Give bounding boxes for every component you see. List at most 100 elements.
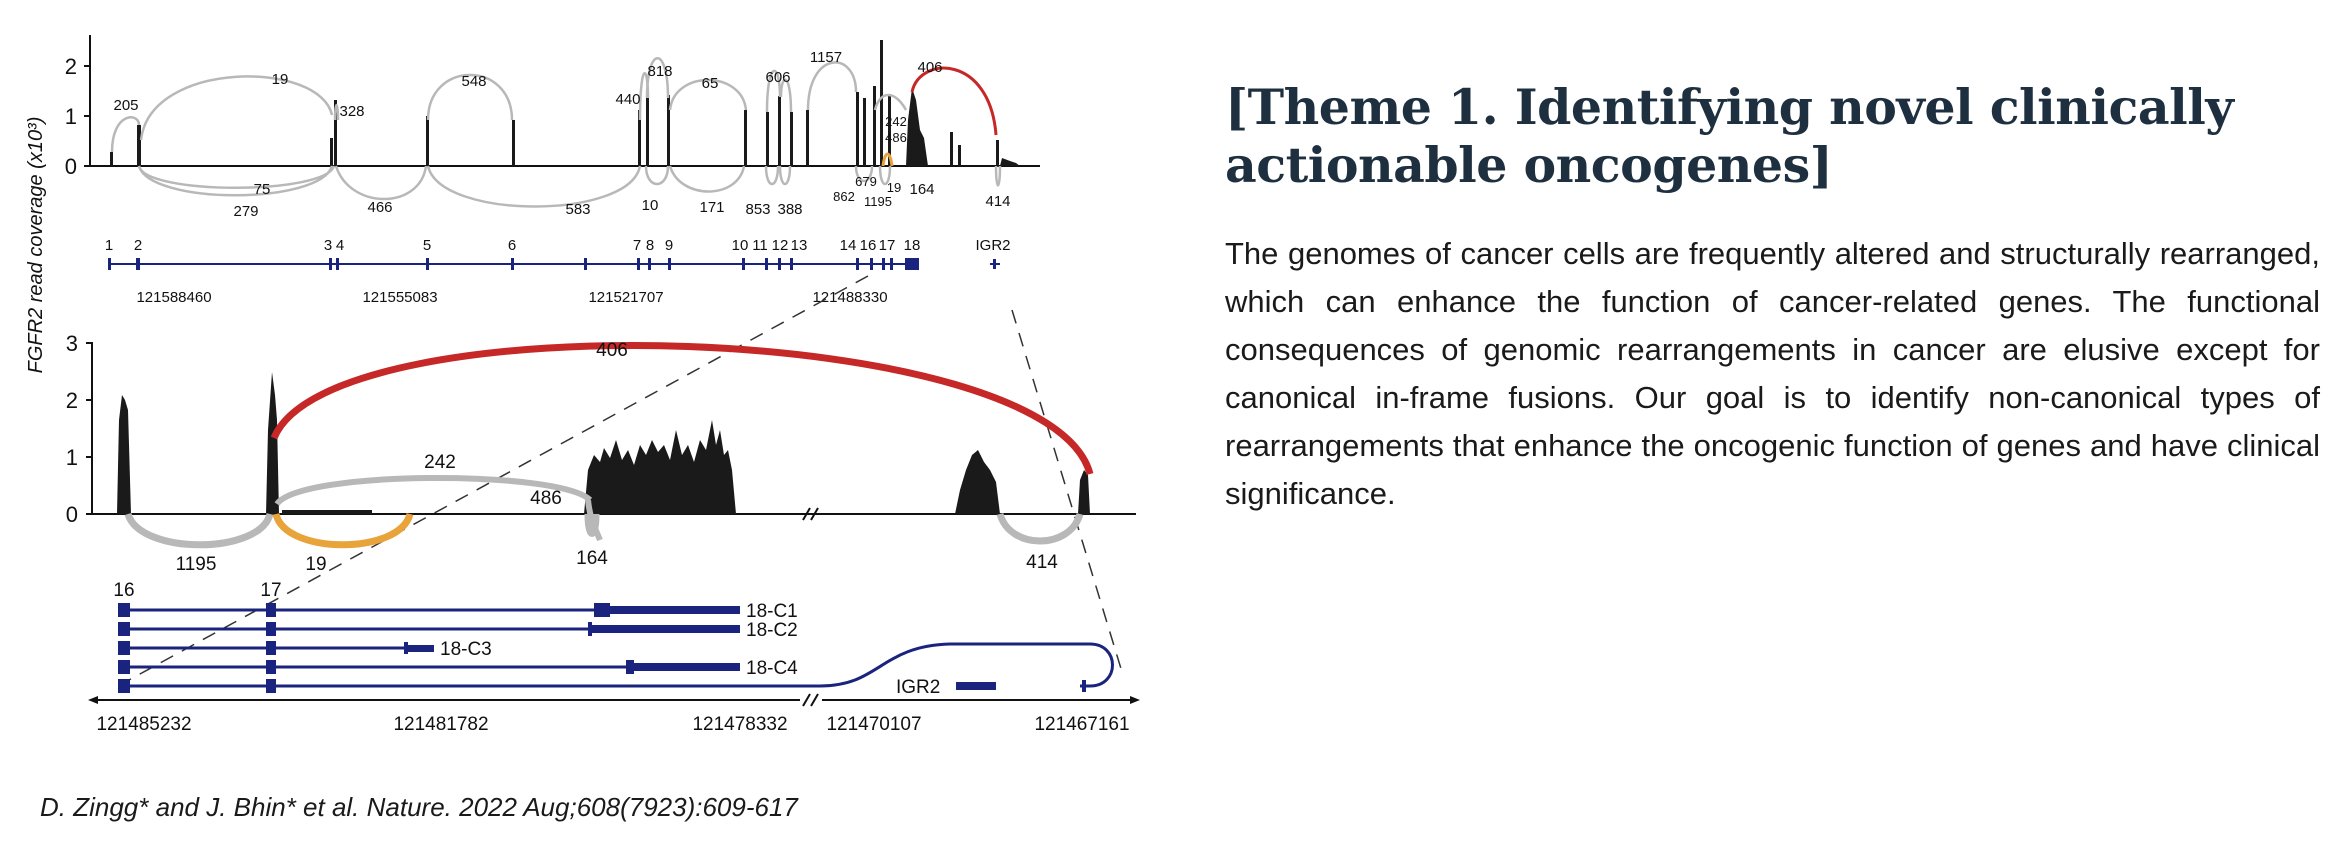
arc-label: 486 bbox=[530, 488, 562, 509]
exon-number: 2 bbox=[134, 237, 142, 254]
coordinate-label: 121521707 bbox=[588, 289, 663, 306]
exon-number: IGR2 bbox=[975, 237, 1010, 254]
isoform-label: 18-C4 bbox=[746, 658, 798, 679]
bottom-grey-arc-242 bbox=[274, 474, 593, 507]
y-axis-label: FGFR2 read coverage (x10³) bbox=[25, 117, 47, 374]
bottom-y-ticks: 0 1 2 3 bbox=[66, 331, 92, 527]
top-exon-numbers: 1 2 3 4 5 6 7 8 9 10 11 12 13 14 16 17 1… bbox=[105, 237, 1011, 254]
arc-label: 65 bbox=[702, 75, 719, 92]
arc-label: 862 bbox=[833, 189, 855, 204]
isoform-tracks bbox=[118, 603, 1114, 693]
exon-number: 14 bbox=[840, 237, 857, 254]
arc-label: 466 bbox=[367, 199, 392, 216]
isoform-labels: 16 17 18-C1 18-C2 18-C3 18-C4 IGR2 bbox=[113, 580, 940, 698]
arc-label: 328 bbox=[339, 103, 364, 120]
arc-label: 679 bbox=[855, 174, 877, 189]
exon-number: 12 bbox=[772, 237, 789, 254]
arc-label: 1157 bbox=[810, 49, 842, 66]
arc-label: 19 bbox=[887, 180, 901, 195]
arc-label: 205 bbox=[113, 97, 138, 114]
bottom-grey-arc-1195 bbox=[124, 512, 274, 549]
arc-label: 19 bbox=[305, 554, 326, 575]
coordinate-label: 121478332 bbox=[692, 714, 787, 735]
axis-break bbox=[802, 507, 819, 521]
bottom-coordinates: 121485232 121481782 121478332 121470107 … bbox=[96, 714, 1129, 735]
bottom-coverage bbox=[117, 372, 1090, 514]
bottom-grey-arc-164 bbox=[584, 513, 600, 537]
top-exon-track bbox=[108, 258, 1000, 270]
arc-label: 242 bbox=[424, 452, 456, 473]
exon-number: 18 bbox=[904, 237, 921, 254]
exon-number: 7 bbox=[633, 237, 641, 254]
top-y-ticks: 0 1 2 bbox=[65, 54, 90, 179]
exon-number: 4 bbox=[336, 237, 344, 254]
arc-label: 171 bbox=[699, 199, 724, 216]
arc-label: 440 bbox=[615, 91, 640, 108]
coordinate-label: 121488330 bbox=[812, 289, 887, 306]
exon-number: 9 bbox=[665, 237, 673, 254]
exon-number: 10 bbox=[732, 237, 749, 254]
top-orange-arc bbox=[881, 152, 894, 167]
exon-number: 16 bbox=[113, 580, 134, 601]
coordinate-label: 121588460 bbox=[136, 289, 211, 306]
top-panel: 0 1 2 bbox=[65, 35, 1040, 306]
exon-number: 17 bbox=[260, 580, 281, 601]
coordinate-label: 121485232 bbox=[96, 714, 191, 735]
arc-label: 10 bbox=[642, 197, 659, 214]
top-tick-label: 0 bbox=[65, 154, 77, 179]
arc-label: 414 bbox=[985, 193, 1010, 210]
bottom-tick-label: 0 bbox=[66, 502, 78, 527]
coordinate-label: 121470107 bbox=[826, 714, 921, 735]
bottom-red-arc bbox=[270, 341, 1094, 475]
arc-label: 583 bbox=[565, 201, 590, 218]
arc-label: 388 bbox=[777, 201, 802, 218]
arc-label: 414 bbox=[1026, 552, 1058, 573]
bottom-coordinate-axis bbox=[88, 693, 1140, 707]
zoom-guides bbox=[117, 275, 1123, 687]
bottom-arc-labels: 406 242 486 1195 19 164 414 bbox=[176, 340, 1059, 575]
isoform-label: IGR2 bbox=[896, 677, 940, 698]
isoform-label: 18-C1 bbox=[746, 601, 798, 622]
arc-label: 75 bbox=[254, 181, 271, 198]
citation: D. Zingg* and J. Bhin* et al. Nature. 20… bbox=[40, 792, 798, 822]
top-tick-label: 2 bbox=[65, 54, 77, 79]
bottom-tick-label: 3 bbox=[66, 331, 78, 356]
sashimi-figure: FGFR2 read coverage (x10³) 0 1 2 bbox=[0, 0, 1160, 760]
arc-label: 606 bbox=[765, 69, 790, 86]
top-coordinates: 121588460 121555083 121521707 121488330 bbox=[136, 289, 887, 306]
isoform-label: 18-C3 bbox=[440, 639, 492, 660]
arc-label: 1195 bbox=[864, 194, 892, 209]
top-arcs-above bbox=[110, 57, 908, 153]
arc-label: 164 bbox=[909, 181, 934, 198]
bottom-orange-arc bbox=[272, 512, 414, 549]
top-tick-label: 1 bbox=[65, 104, 77, 129]
arc-label: 242 bbox=[885, 114, 907, 129]
exon-number: 13 bbox=[791, 237, 808, 254]
exon-number: 3 bbox=[324, 237, 332, 254]
exon-number: 17 bbox=[879, 237, 896, 254]
arc-label: 548 bbox=[461, 73, 486, 90]
top-arcs-below bbox=[137, 165, 1002, 208]
exon-number: 6 bbox=[508, 237, 516, 254]
arc-label: 19 bbox=[272, 71, 289, 88]
arc-label: 853 bbox=[745, 201, 770, 218]
top-coverage bbox=[110, 40, 1020, 166]
bottom-tick-label: 1 bbox=[66, 445, 78, 470]
exon-number: 8 bbox=[646, 237, 654, 254]
arc-label: 1195 bbox=[176, 554, 217, 575]
bottom-panel: 0 1 2 3 406 242 486 bbox=[66, 331, 1140, 735]
exon-number: 11 bbox=[752, 237, 768, 254]
arc-label: 818 bbox=[647, 63, 672, 80]
top-arc-labels: 205 19 328 548 440 818 65 606 1157 406 2… bbox=[113, 49, 1010, 220]
coordinate-label: 121467161 bbox=[1034, 714, 1129, 735]
top-red-arc bbox=[910, 66, 998, 136]
isoform-label: 18-C2 bbox=[746, 620, 798, 641]
exon-number: 5 bbox=[423, 237, 431, 254]
exon-number: 16 bbox=[860, 237, 877, 254]
arc-label: 279 bbox=[233, 203, 258, 220]
bottom-grey-arc-414 bbox=[996, 512, 1084, 545]
coordinate-label: 121555083 bbox=[362, 289, 437, 306]
arc-label: 406 bbox=[596, 340, 628, 361]
arc-label: 406 bbox=[917, 59, 942, 76]
body-paragraph: The genomes of cancer cells are frequent… bbox=[1225, 236, 2320, 511]
